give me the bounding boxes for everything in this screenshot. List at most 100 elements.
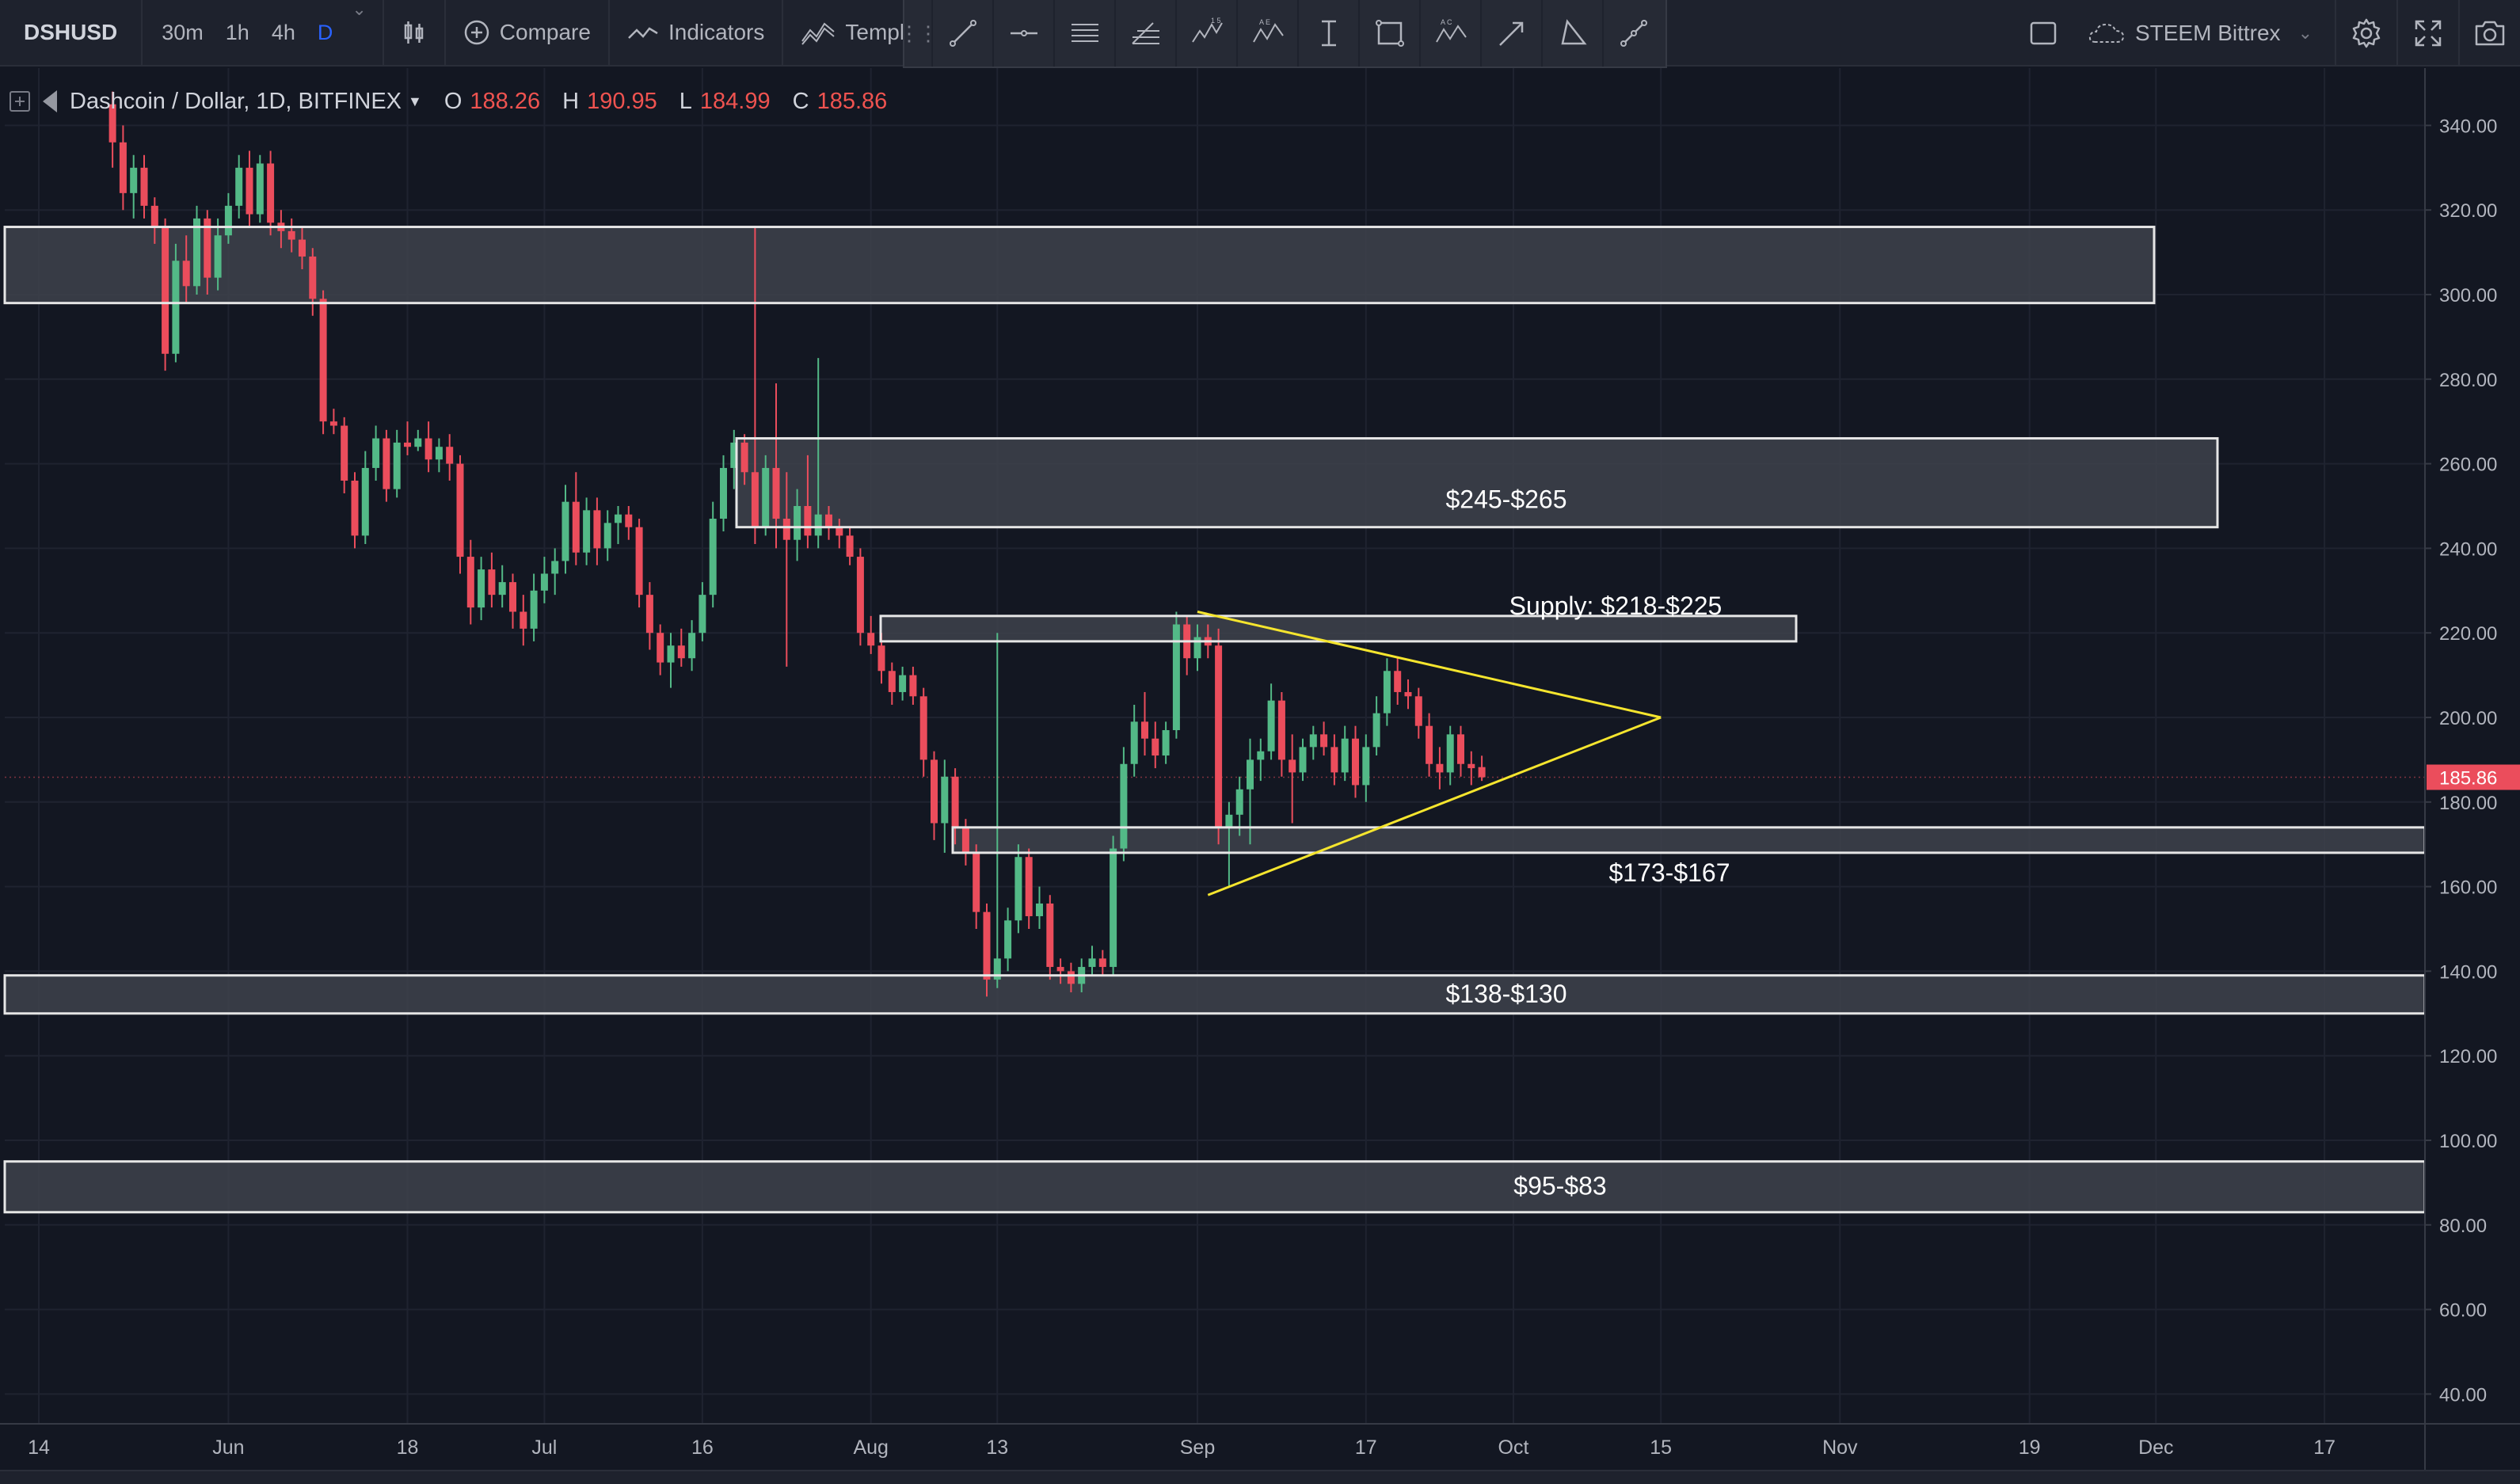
chart-type-button[interactable] xyxy=(384,0,444,66)
cloud-icon xyxy=(2088,23,2124,43)
low-label: L xyxy=(679,88,692,114)
candle-body xyxy=(309,256,317,299)
candle-body xyxy=(108,104,116,143)
candle-body xyxy=(941,776,949,824)
candle-body xyxy=(909,675,917,697)
drag-handle[interactable]: ⋮⋮ xyxy=(899,21,938,45)
price-chart[interactable]: $245-$265 Supply: $218-$225 $173-$167 $138-… xyxy=(0,68,2520,1470)
candle-body xyxy=(951,776,959,828)
interval-chevron-down-icon[interactable]: ⌄ xyxy=(352,0,367,19)
candle-body xyxy=(677,645,685,659)
bottom-toolbar xyxy=(0,1470,2520,1484)
settings-gear-icon xyxy=(2352,18,2381,48)
symbol-search[interactable]: DSHUSD xyxy=(0,0,143,66)
time-axis-label: 18 xyxy=(397,1436,419,1459)
compare-button[interactable]: Compare xyxy=(446,0,608,66)
abcd-pattern-tool[interactable]: A E xyxy=(1236,0,1297,67)
triangle-pattern xyxy=(1197,611,1662,896)
series-title[interactable]: Dashcoin / Dollar, 1D, BITFINEX xyxy=(70,88,402,114)
close-value: 185.86 xyxy=(817,88,888,114)
interval-1h[interactable]: 1h xyxy=(225,21,249,44)
toolbar-divider xyxy=(2458,0,2460,67)
arrow-tool[interactable] xyxy=(1480,0,1541,67)
price-axis-label: 340.00 xyxy=(2439,116,2497,137)
candle-body xyxy=(635,527,643,596)
zone-label: $245-$265 xyxy=(1445,485,1566,514)
candle-body xyxy=(509,582,516,612)
candle-body xyxy=(193,218,200,287)
xabcd-pattern-icon: A C xyxy=(1435,18,1467,43)
candle-body xyxy=(287,230,295,240)
zone-fill xyxy=(5,226,2154,303)
arrow-tool-icon xyxy=(1498,21,1523,46)
candle-body xyxy=(488,569,496,596)
candle-body xyxy=(1162,730,1170,756)
indicators-button[interactable]: Indicators xyxy=(610,0,782,66)
candle-body xyxy=(540,573,548,591)
fib-retracement-tool[interactable] xyxy=(1114,0,1175,67)
triangle-tool[interactable] xyxy=(1541,0,1602,67)
candle-body xyxy=(1257,751,1265,760)
interval-30m[interactable]: 30m xyxy=(162,21,204,44)
elliott-wave-tool[interactable]: 1 5 xyxy=(1175,0,1236,67)
candle-body xyxy=(224,205,232,236)
candle-body xyxy=(1277,700,1285,760)
chart-area[interactable]: $245-$265 Supply: $218-$225 $173-$167 $138-… xyxy=(0,68,2520,1470)
zone-label: Supply: $218-$225 xyxy=(1509,592,1723,620)
settings-button[interactable] xyxy=(2336,0,2396,67)
triangle-upper-line xyxy=(1197,611,1662,719)
brush-tool[interactable] xyxy=(1602,0,1663,67)
candle-body xyxy=(1130,721,1138,764)
candle-body xyxy=(561,501,569,561)
rectangle-tool[interactable] xyxy=(1358,0,1419,67)
price-axis-label: 220.00 xyxy=(2439,623,2497,645)
trend-line-tool[interactable] xyxy=(931,0,992,67)
zone-fill xyxy=(881,615,1796,641)
price-axis-label: 120.00 xyxy=(2439,1046,2497,1067)
compare-label: Compare xyxy=(499,20,591,44)
time-axis-label: 17 xyxy=(2313,1436,2335,1459)
candle-body xyxy=(593,510,601,549)
svg-text:A E: A E xyxy=(1259,18,1270,26)
fullscreen-button[interactable] xyxy=(2398,0,2458,67)
candle-body xyxy=(782,519,790,540)
candle-body xyxy=(1383,671,1391,713)
candle-body xyxy=(162,226,169,354)
time-axis-label: Sep xyxy=(1180,1436,1215,1459)
camera-icon xyxy=(2475,21,2505,46)
candle-body xyxy=(1394,671,1402,692)
candle-body xyxy=(825,514,832,527)
zone-border xyxy=(3,226,2156,305)
price-axis-label: 200.00 xyxy=(2439,708,2497,729)
series-caret-down-icon[interactable]: ▼ xyxy=(408,93,422,109)
account-menu[interactable]: STEEM Bittrex ⌄ xyxy=(2073,0,2335,67)
xabcd-pattern-tool[interactable]: A C xyxy=(1419,0,1480,67)
horizontal-ray-tool[interactable] xyxy=(992,0,1053,67)
candle-body xyxy=(931,759,938,824)
zone-borders xyxy=(3,226,2427,1214)
candle-body xyxy=(762,467,770,527)
candle-body xyxy=(603,523,611,549)
candles xyxy=(108,91,1486,997)
candle-body xyxy=(1004,920,1012,959)
price-axis-label: 320.00 xyxy=(2439,200,2497,222)
candle-body xyxy=(645,595,653,634)
interval-4h[interactable]: 4h xyxy=(271,21,295,44)
price-axis-label: 80.00 xyxy=(2439,1216,2487,1237)
toolbar-divider xyxy=(2335,0,2336,67)
expand-plus-icon[interactable] xyxy=(10,91,30,112)
date-price-range-tool[interactable] xyxy=(1297,0,1358,67)
series-legend: Dashcoin / Dollar, 1D, BITFINEX ▼ O 188.2… xyxy=(10,86,887,117)
axes: 340.00 320.00 300.00 280.00 260.00 240.00 220.… xyxy=(0,68,2520,1470)
toolbar-divider xyxy=(443,0,446,66)
candle-body xyxy=(973,852,980,912)
zones-back xyxy=(5,226,2425,1212)
interval-1d[interactable]: D xyxy=(317,21,333,44)
zone-label: $138-$130 xyxy=(1445,980,1566,1008)
snapshot-button[interactable] xyxy=(2460,0,2520,67)
candle-body xyxy=(1436,763,1444,773)
candle-body xyxy=(235,167,243,206)
layout-button[interactable] xyxy=(2013,0,2073,67)
parallel-channel-tool[interactable] xyxy=(1053,0,1114,67)
candle-body xyxy=(319,299,327,422)
